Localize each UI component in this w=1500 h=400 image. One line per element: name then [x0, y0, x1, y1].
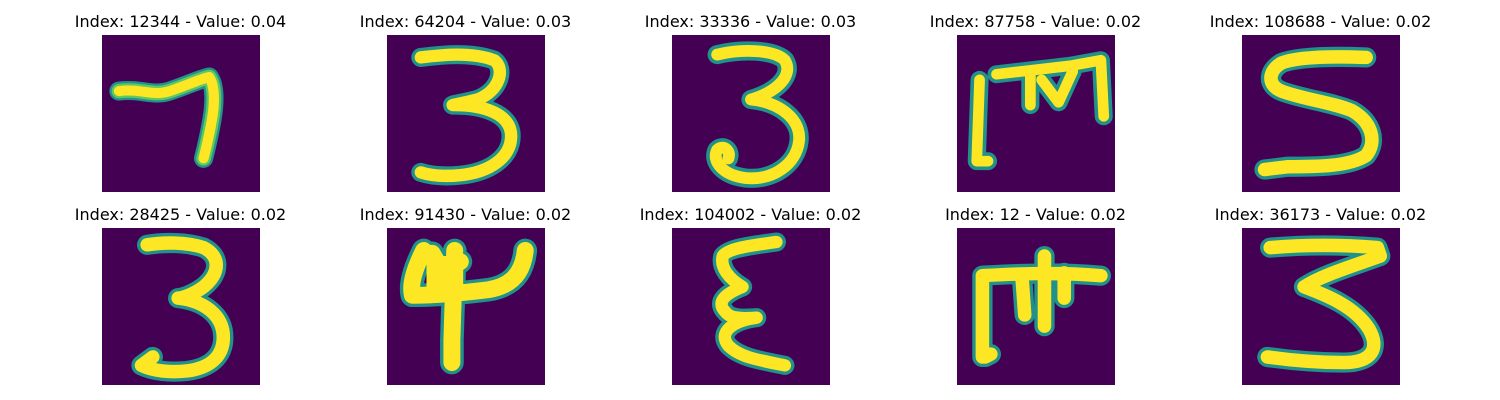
panel-1: Index: 12344 - Value: 0.04: [38, 12, 323, 202]
panel-2: Index: 64204 - Value: 0.03: [323, 12, 608, 202]
panel-title: Index: 108688 - Value: 0.02: [1209, 12, 1432, 31]
seven-icon: [102, 35, 260, 192]
panel-4: Index: 87758 - Value: 0.02: [893, 12, 1178, 202]
three-angular-icon: [1242, 228, 1400, 385]
panel-title: Index: 12344 - Value: 0.04: [74, 12, 287, 31]
epsilon-icon: [672, 228, 830, 385]
panel-7: Index: 91430 - Value: 0.02: [323, 205, 608, 395]
panel-title: Index: 36173 - Value: 0.02: [1214, 205, 1427, 224]
panel-title: Index: 64204 - Value: 0.03: [359, 12, 572, 31]
three-icon: [672, 35, 830, 192]
three-icon: [102, 228, 260, 385]
panel-title: Index: 28425 - Value: 0.02: [74, 205, 287, 224]
s-icon: [1242, 35, 1400, 192]
three-icon: [387, 35, 545, 192]
panel-title: Index: 91430 - Value: 0.02: [359, 205, 572, 224]
panel-8: Index: 104002 - Value: 0.02: [608, 205, 893, 395]
panel-title: Index: 12 - Value: 0.02: [945, 205, 1126, 224]
panel-6: Index: 28425 - Value: 0.02: [38, 205, 323, 395]
m-bracket-icon: [957, 228, 1115, 385]
panel-title: Index: 33336 - Value: 0.03: [644, 12, 857, 31]
m-bracket-icon: [957, 35, 1115, 192]
four-icon: [387, 228, 545, 385]
panel-9: Index: 12 - Value: 0.02: [893, 205, 1178, 395]
panel-5: Index: 108688 - Value: 0.02: [1178, 12, 1463, 202]
panel-title: Index: 87758 - Value: 0.02: [929, 12, 1142, 31]
panel-10: Index: 36173 - Value: 0.02: [1178, 205, 1463, 395]
panel-3: Index: 33336 - Value: 0.03: [608, 12, 893, 202]
panel-title: Index: 104002 - Value: 0.02: [639, 205, 862, 224]
